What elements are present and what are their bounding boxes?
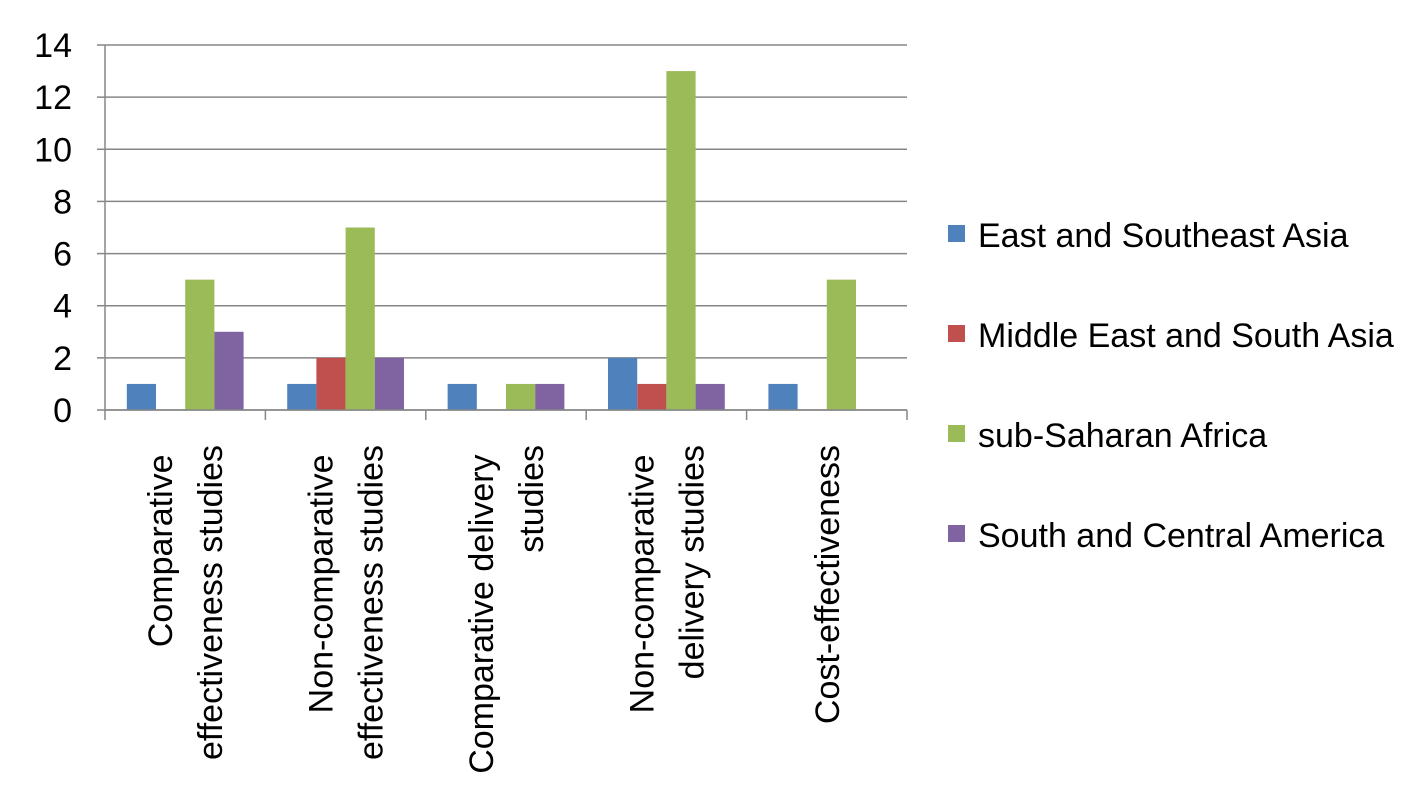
legend-label: Middle East and South Asia [978, 317, 1394, 355]
bar [316, 357, 346, 410]
legend-swatch [948, 525, 965, 542]
bar [535, 383, 565, 410]
bar [666, 71, 696, 411]
legend-label: sub-Saharan Africa [978, 417, 1267, 455]
bar [287, 383, 317, 410]
bar [826, 279, 856, 410]
bar [345, 227, 375, 410]
bar [506, 383, 536, 410]
y-tick-label: 12 [34, 79, 72, 117]
y-tick-label: 10 [34, 131, 72, 169]
bar [126, 383, 157, 410]
legend-swatch [948, 425, 965, 442]
legend-swatch [948, 325, 965, 342]
bar [185, 279, 215, 410]
y-tick-label: 2 [53, 340, 72, 378]
x-tick-label: Non-comparative effectiveness studies [303, 445, 391, 760]
y-tick-label: 8 [53, 183, 72, 221]
y-tick-label: 0 [53, 392, 72, 430]
x-tick-label: Comparative effectiveness studies [142, 445, 230, 760]
x-tick-label: Cost-effectiveness [809, 445, 847, 724]
legend-swatch [948, 225, 965, 242]
y-tick-label: 6 [53, 236, 72, 274]
legend-label: East and Southeast Asia [978, 217, 1349, 255]
bar [608, 357, 638, 410]
legend-label: South and Central America [978, 517, 1384, 555]
bar [637, 383, 667, 410]
y-tick-label: 14 [34, 27, 72, 65]
bar [768, 383, 798, 410]
bar [374, 357, 404, 410]
y-tick-label: 4 [53, 288, 72, 326]
x-tick-label: Non-comparative delivery studies [623, 445, 711, 713]
bar [695, 383, 725, 410]
x-tick-label: Comparative delivery studies [463, 445, 551, 774]
bar [214, 331, 244, 410]
bar [447, 383, 477, 410]
